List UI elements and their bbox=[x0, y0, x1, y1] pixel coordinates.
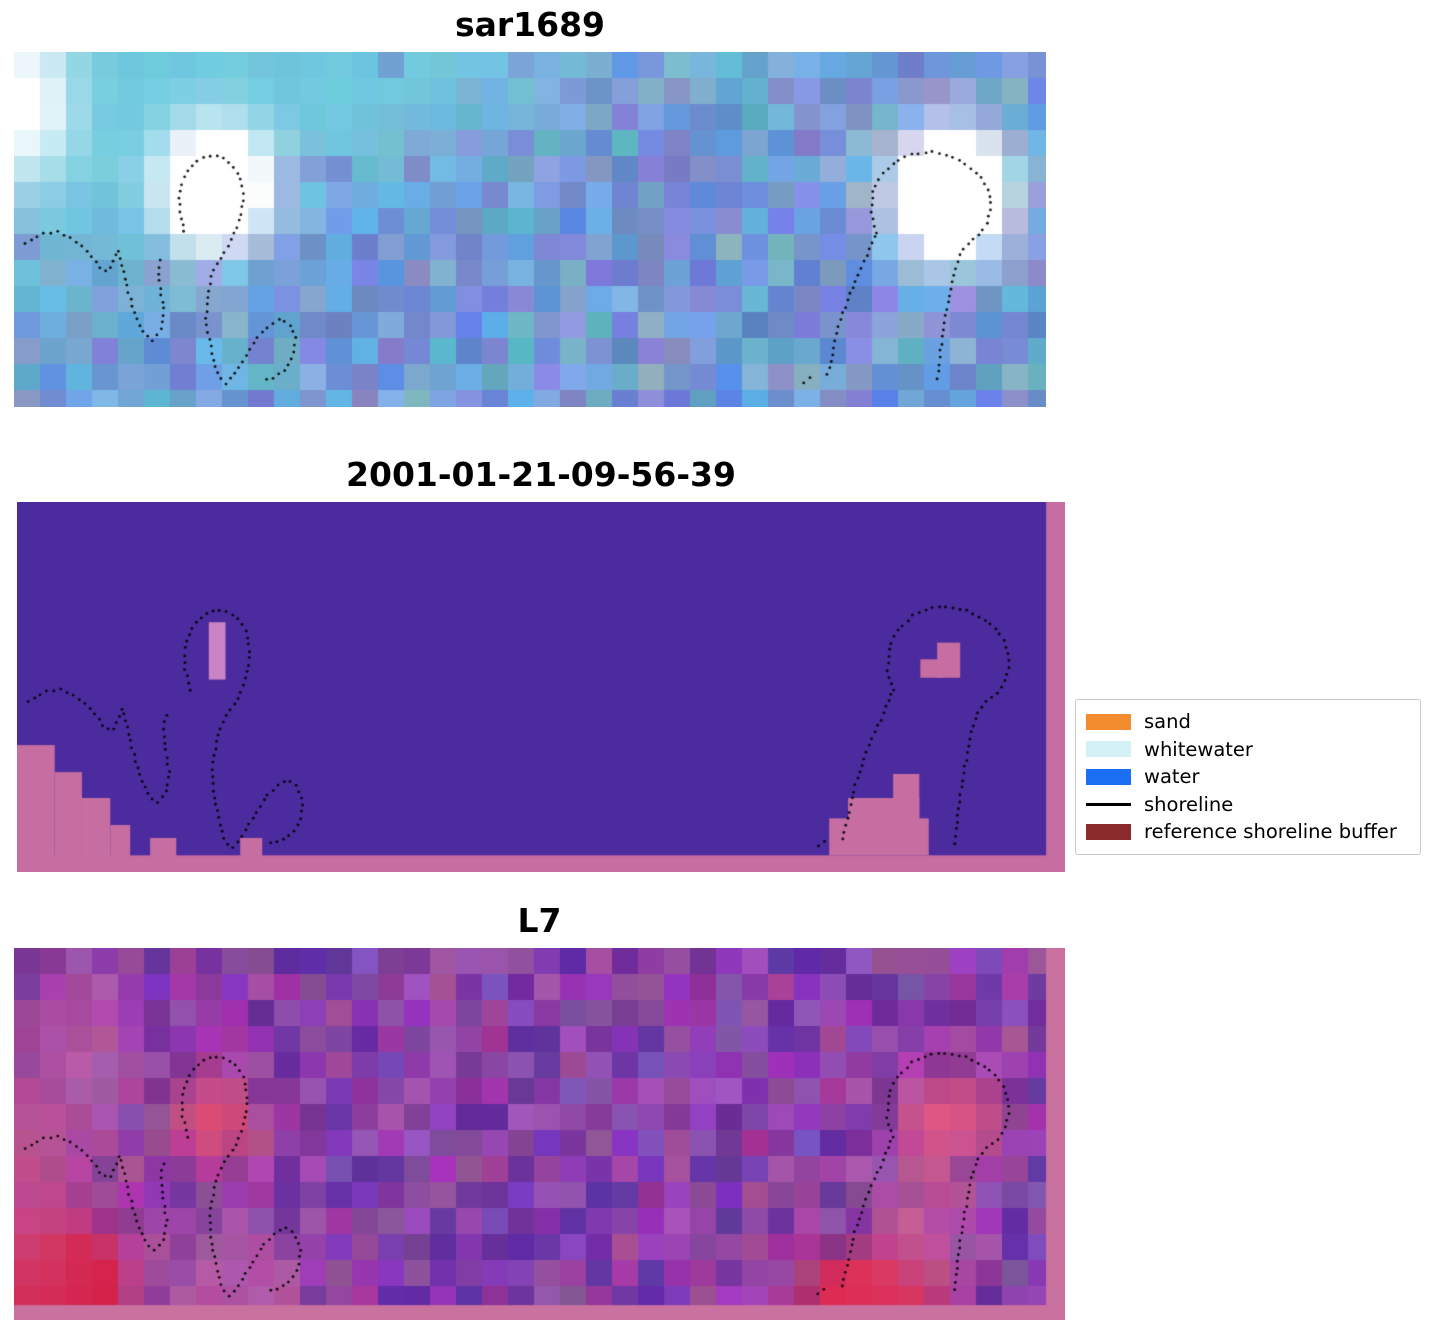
legend-label: water bbox=[1144, 765, 1200, 789]
legend-item: whitewater bbox=[1086, 736, 1410, 764]
legend-label: sand bbox=[1144, 710, 1191, 734]
legend: sand whitewater water shoreline reference sh… bbox=[1075, 699, 1421, 855]
sar-image bbox=[14, 52, 1046, 407]
legend-item: sand bbox=[1086, 708, 1410, 736]
legend-item: shoreline bbox=[1086, 791, 1410, 819]
shoreline-line-swatch bbox=[1086, 802, 1131, 806]
water-swatch bbox=[1086, 768, 1131, 785]
whitewater-swatch bbox=[1086, 741, 1131, 758]
l7-image bbox=[14, 948, 1065, 1320]
legend-label: reference shoreline buffer bbox=[1144, 820, 1397, 844]
legend-item: water bbox=[1086, 763, 1410, 791]
sand-swatch bbox=[1086, 713, 1131, 730]
panel-title-classification: 2001-01-21-09-56-39 bbox=[346, 455, 736, 494]
legend-label: shoreline bbox=[1144, 792, 1234, 816]
panel-title-l7: L7 bbox=[517, 901, 562, 940]
reference-shoreline-buffer-swatch bbox=[1086, 823, 1131, 840]
panel-title-sar: sar1689 bbox=[454, 5, 606, 44]
legend-item: reference shoreline buffer bbox=[1086, 818, 1410, 846]
classification-image bbox=[17, 502, 1065, 872]
legend-label: whitewater bbox=[1144, 737, 1253, 761]
